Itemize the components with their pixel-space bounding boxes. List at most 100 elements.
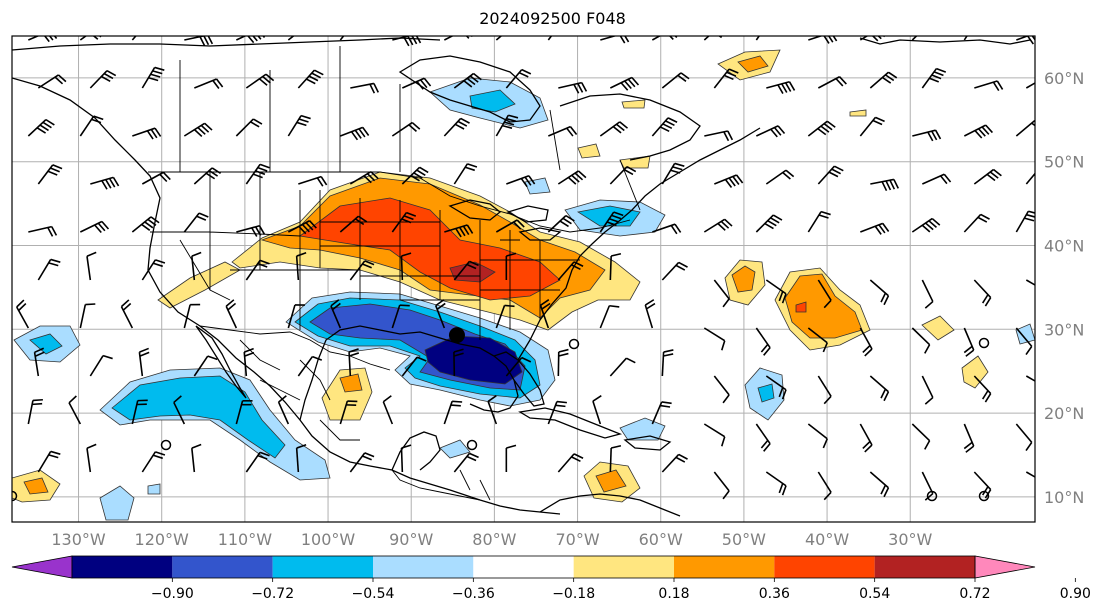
wind-barb bbox=[79, 220, 110, 234]
wind-barb bbox=[755, 36, 761, 41]
wind-barb bbox=[295, 252, 307, 281]
wind-barb bbox=[714, 174, 744, 188]
wind-barb bbox=[651, 117, 678, 137]
colorbar: −0.90 −0.72 −0.54 −0.36 −0.18 0.18 0.36 0.54 0.7… bbox=[11, 555, 1091, 602]
wind-barb bbox=[817, 375, 832, 405]
wind-barb bbox=[243, 347, 255, 377]
wind-barb bbox=[37, 74, 67, 89]
wind-barb bbox=[350, 82, 379, 94]
colorbar-min-extension bbox=[11, 555, 73, 579]
cold-anomaly-small-3 bbox=[147, 483, 161, 495]
colorbar-ticks: −0.90 −0.72 −0.54 −0.36 −0.18 0.18 0.36 0.54 0.7… bbox=[151, 578, 1091, 602]
cold-anomaly-small-1 bbox=[524, 177, 551, 195]
wind-barb bbox=[287, 36, 295, 41]
wind-barb bbox=[443, 36, 474, 41]
wind-barb bbox=[609, 357, 636, 377]
canada-provinces bbox=[179, 46, 641, 211]
wind-barb bbox=[869, 71, 898, 89]
wind-barb bbox=[392, 36, 422, 47]
wind-barb bbox=[141, 171, 171, 185]
hudson-bay bbox=[398, 55, 541, 123]
mexico-guatemala-border bbox=[391, 469, 441, 493]
great-lakes bbox=[448, 199, 562, 241]
wind-barb bbox=[33, 347, 45, 377]
wind-barb bbox=[400, 444, 412, 473]
us-east-coast bbox=[517, 127, 761, 361]
wind-barb bbox=[349, 452, 375, 473]
wind-barb bbox=[661, 349, 674, 377]
wind-barb bbox=[1015, 119, 1035, 137]
wind-barb bbox=[1015, 327, 1033, 356]
warm-anomaly-atlantic-core bbox=[784, 273, 863, 339]
colorbar-segment bbox=[473, 556, 574, 578]
wind-barb bbox=[89, 354, 113, 377]
us-states-east bbox=[479, 220, 580, 340]
calm-wind-markers bbox=[12, 337, 990, 502]
wind-barb bbox=[183, 122, 213, 138]
colorbar-frame bbox=[71, 555, 976, 579]
colorbar-segments bbox=[11, 555, 1036, 579]
wind-barb bbox=[651, 401, 672, 425]
wind-barb bbox=[1025, 279, 1035, 286]
colorbar-tick-label: −0.72 bbox=[251, 586, 294, 602]
wind-barb bbox=[921, 279, 934, 309]
wind-barb bbox=[245, 451, 270, 473]
wind-barb bbox=[661, 261, 688, 281]
wind-barb bbox=[1016, 36, 1035, 45]
wind-barb bbox=[339, 215, 368, 233]
wind-barb bbox=[963, 423, 975, 453]
baja-california bbox=[195, 325, 247, 399]
wind-barb bbox=[1015, 210, 1035, 233]
chart-title: 2024092500 F048 bbox=[479, 9, 626, 28]
colorbar-tick-label: −0.90 bbox=[151, 586, 194, 602]
cold-anomaly-east-atlantic bbox=[1015, 323, 1035, 345]
wind-barb bbox=[131, 36, 137, 41]
wind-barb bbox=[400, 252, 412, 281]
colorbar-tick-label: 0.90 bbox=[1060, 586, 1091, 602]
wind-barb bbox=[911, 36, 918, 41]
wind-barb bbox=[27, 398, 43, 425]
wind-barb bbox=[1015, 423, 1033, 452]
wind-barb bbox=[921, 67, 947, 89]
wind-barb bbox=[973, 279, 992, 307]
warm-anomaly-small-2 bbox=[619, 155, 651, 169]
wind-barb bbox=[287, 114, 311, 137]
wind-barb bbox=[495, 304, 515, 329]
colorbar-segment bbox=[373, 556, 474, 578]
longitude-label: 110°W bbox=[218, 530, 273, 549]
wind-barb bbox=[703, 423, 726, 447]
wind-barb bbox=[703, 218, 733, 233]
warm-anomaly-atlantic-max bbox=[795, 301, 807, 313]
wind-barb bbox=[859, 423, 873, 453]
wind-barb bbox=[79, 303, 96, 329]
wind-barb bbox=[297, 355, 323, 377]
wind-barb bbox=[817, 471, 832, 501]
wind-barb bbox=[766, 81, 796, 94]
wind-barb bbox=[505, 444, 517, 472]
longitude-label: 30°W bbox=[888, 530, 932, 549]
longitude-label: 70°W bbox=[555, 530, 599, 549]
wind-barb bbox=[860, 222, 890, 235]
map-frame bbox=[11, 35, 1036, 523]
wind-barb bbox=[131, 216, 160, 233]
wind-barb bbox=[506, 175, 536, 188]
wind-barb bbox=[245, 259, 270, 281]
wind-barb bbox=[349, 260, 375, 281]
wind-barb bbox=[557, 348, 569, 377]
wind-barb bbox=[297, 69, 324, 89]
wind-barb bbox=[539, 299, 551, 329]
colorbar-segment bbox=[774, 556, 875, 578]
longitude-label: 50°W bbox=[722, 530, 766, 549]
us-states-west bbox=[150, 172, 360, 330]
wind-barb bbox=[661, 72, 690, 89]
wind-barb bbox=[600, 36, 630, 44]
wind-barb bbox=[141, 66, 165, 89]
wind-barb bbox=[1025, 172, 1035, 185]
wind-barb bbox=[348, 348, 360, 377]
calm-marker bbox=[978, 490, 990, 502]
warm-anomaly-small-3 bbox=[621, 99, 646, 109]
wind-barb bbox=[547, 214, 575, 233]
colorbar-tick-label: 0.54 bbox=[859, 586, 890, 602]
wind-barb bbox=[183, 212, 209, 233]
wind-barb bbox=[704, 130, 734, 142]
